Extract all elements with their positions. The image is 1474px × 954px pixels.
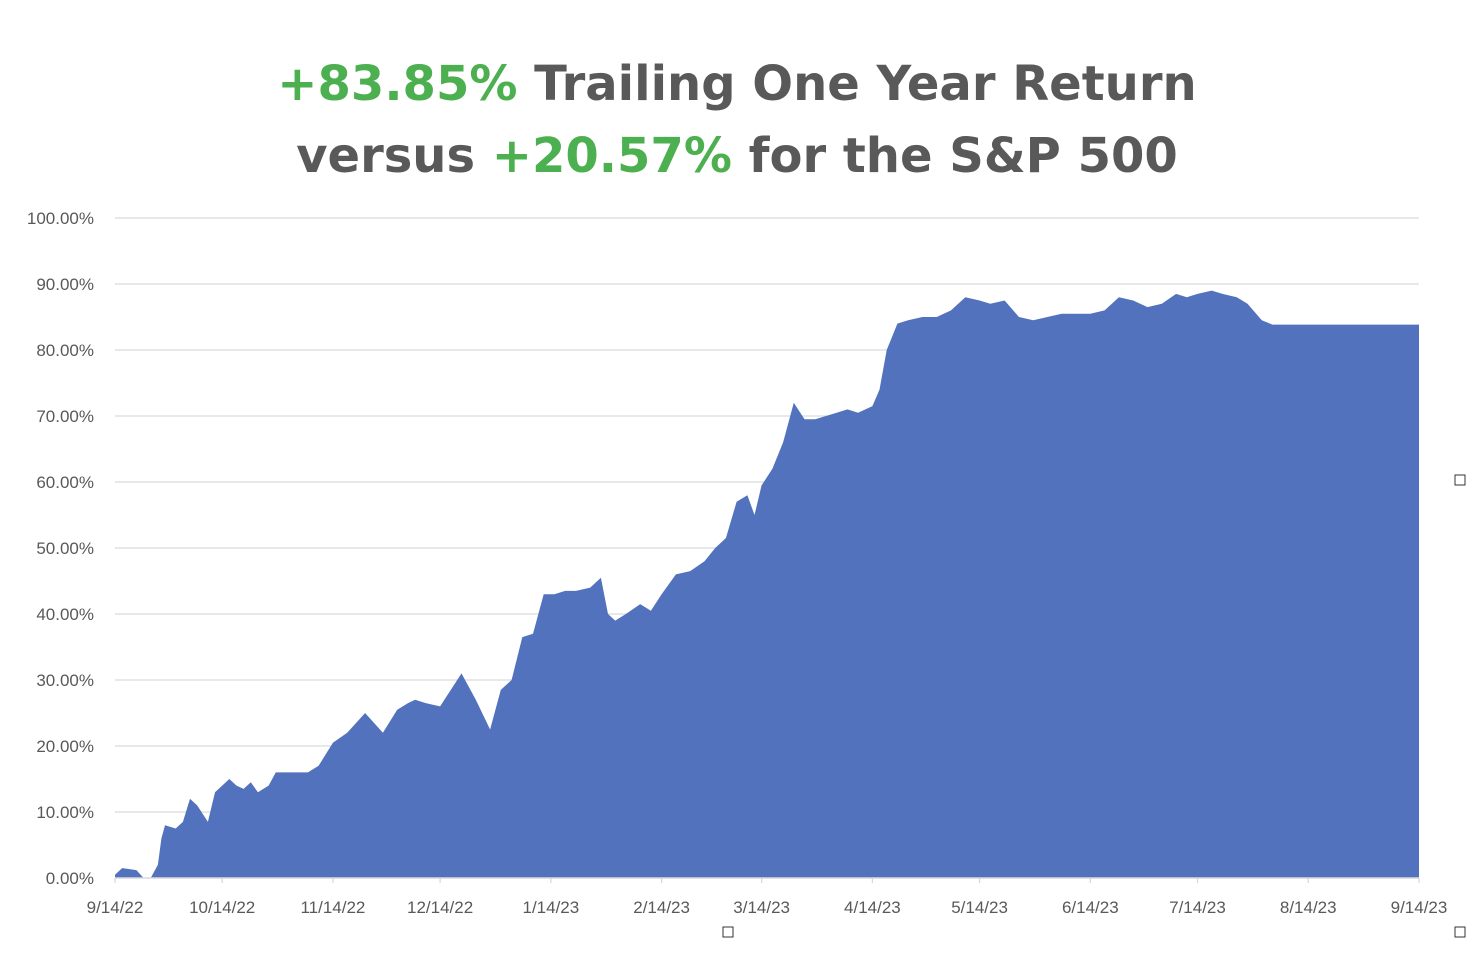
y-axis-ticks: 0.00% 10.00% 20.00% 30.00% 40.00% 50.00% 60.00… (27, 209, 94, 888)
x-axis-ticks: 9/14/22 10/14/22 11/14/22 12/14/22 1/14/23 2/… (87, 898, 1448, 917)
x-tick-label: 9/14/22 (87, 898, 144, 917)
sp500-label: for the S&P 500 (731, 128, 1178, 184)
chart-title: +83.85% Trailing One Year Return versus … (0, 48, 1474, 192)
x-tick-label: 5/14/23 (951, 898, 1008, 917)
resize-handle[interactable] (1454, 926, 1466, 938)
x-tick-label: 3/14/23 (733, 898, 790, 917)
return-area (115, 290, 1419, 879)
y-tick-label: 10.00% (36, 803, 94, 822)
series-area (115, 290, 1419, 879)
sp500-return-value: +20.57% (491, 128, 732, 184)
y-tick-label: 80.00% (36, 341, 94, 360)
trailing-return-label: Trailing One Year Return (517, 56, 1197, 112)
x-tick-label: 8/14/23 (1280, 898, 1337, 917)
trailing-return-value: +83.85% (277, 56, 518, 112)
title-line-2: versus +20.57% for the S&P 500 (0, 120, 1474, 192)
x-tick-label: 4/14/23 (844, 898, 901, 917)
versus-label: versus (296, 128, 492, 184)
y-tick-label: 50.00% (36, 539, 94, 558)
y-tick-label: 90.00% (36, 275, 94, 294)
y-tick-label: 40.00% (36, 605, 94, 624)
x-tick-label: 6/14/23 (1062, 898, 1119, 917)
resize-handle[interactable] (722, 926, 734, 938)
x-tick-label: 9/14/23 (1391, 898, 1448, 917)
y-tick-label: 0.00% (46, 869, 94, 888)
x-tick-label: 11/14/22 (300, 898, 365, 917)
y-tick-label: 100.00% (27, 209, 94, 228)
y-tick-label: 30.00% (36, 671, 94, 690)
x-tick-label: 1/14/23 (522, 898, 579, 917)
title-line-1: +83.85% Trailing One Year Return (0, 48, 1474, 120)
y-tick-label: 20.00% (36, 737, 94, 756)
x-tick-label: 12/14/22 (407, 898, 473, 917)
x-tick-label: 10/14/22 (189, 898, 255, 917)
axes (114, 877, 1420, 883)
y-tick-label: 70.00% (36, 407, 94, 426)
selection-handles (722, 474, 1466, 938)
resize-handle[interactable] (1454, 474, 1466, 486)
x-tick-label: 2/14/23 (633, 898, 690, 917)
y-tick-label: 60.00% (36, 473, 94, 492)
x-tick-label: 7/14/23 (1169, 898, 1226, 917)
